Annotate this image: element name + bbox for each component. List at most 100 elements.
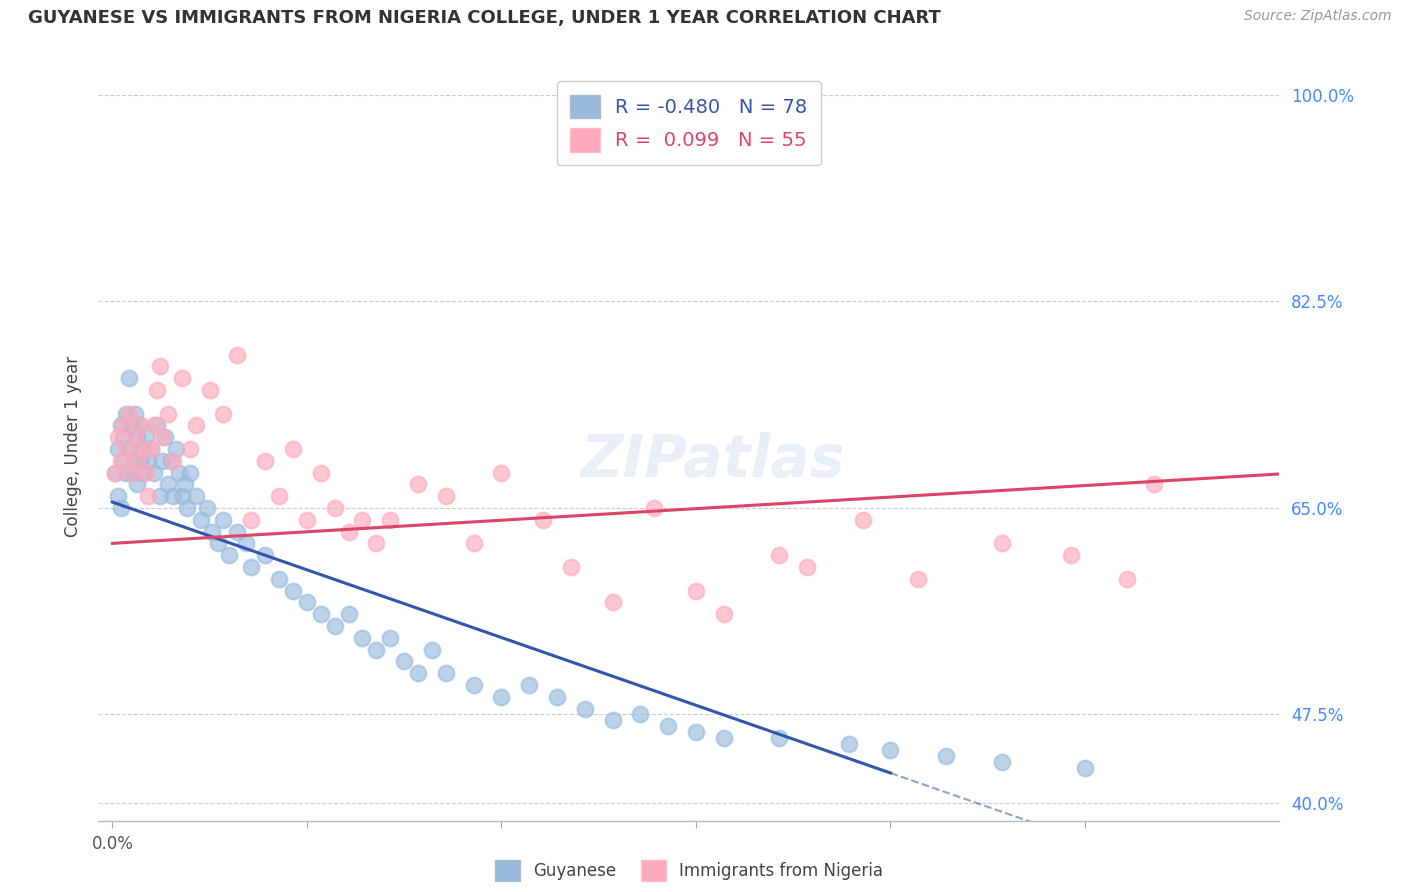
Point [323,500,346,515]
Point [159,454,181,468]
Point [531,513,554,527]
Point [184,489,207,503]
Point [146,418,169,433]
Point [201,524,224,539]
Point [138,489,160,503]
Point [150,430,173,444]
Point [135,466,157,480]
Point [240,513,263,527]
Point [121,418,143,433]
Point [153,430,176,444]
Point [226,347,249,361]
Point [434,666,457,681]
Point [392,654,415,668]
Point [337,607,360,622]
Point [907,572,929,586]
Point [546,690,568,704]
Point [150,454,173,468]
Point [990,536,1012,550]
Point [115,466,138,480]
Point [121,466,143,480]
Point [156,477,179,491]
Point [127,477,149,491]
Point [107,489,129,503]
Point [170,371,193,385]
Point [879,743,901,757]
Text: Source: ZipAtlas.com: Source: ZipAtlas.com [1244,9,1392,23]
Point [184,418,207,433]
Point [218,548,240,562]
Point [768,548,790,562]
Point [366,536,388,550]
Text: ZIPatlas: ZIPatlas [581,433,845,490]
Point [162,489,184,503]
Point [118,442,141,456]
Point [198,383,221,397]
Point [127,454,149,468]
Point [628,707,651,722]
Point [190,513,212,527]
Point [156,407,179,421]
Point [295,595,318,609]
Point [309,466,332,480]
Point [852,513,875,527]
Point [129,454,152,468]
Point [380,631,402,645]
Point [337,524,360,539]
Point [115,442,138,456]
Point [110,418,132,433]
Point [112,430,135,444]
Point [1060,548,1083,562]
Point [380,513,402,527]
Point [132,466,155,480]
Point [141,442,163,456]
Point [107,430,129,444]
Point [309,607,332,622]
Point [132,442,155,456]
Point [574,701,596,715]
Legend: Guyanese, Immigrants from Nigeria: Guyanese, Immigrants from Nigeria [488,854,890,888]
Point [212,407,235,421]
Point [212,513,235,527]
Point [796,560,818,574]
Point [463,536,485,550]
Point [713,607,735,622]
Point [132,442,155,456]
Point [491,690,513,704]
Point [118,407,141,421]
Point [165,442,187,456]
Point [138,454,160,468]
Point [491,466,513,480]
Point [112,418,135,433]
Point [768,731,790,745]
Point [110,454,132,468]
Point [352,631,374,645]
Point [179,442,201,456]
Text: GUYANESE VS IMMIGRANTS FROM NIGERIA COLLEGE, UNDER 1 YEAR CORRELATION CHART: GUYANESE VS IMMIGRANTS FROM NIGERIA COLL… [28,9,941,27]
Point [104,466,127,480]
Point [148,489,170,503]
Point [935,748,957,763]
Point [352,513,374,527]
Point [366,642,388,657]
Point [240,560,263,574]
Point [148,359,170,374]
Point [118,371,141,385]
Point [143,418,166,433]
Point [195,500,218,515]
Point [838,737,860,751]
Point [121,466,143,480]
Point [129,418,152,433]
Point [713,731,735,745]
Point [1143,477,1166,491]
Point [254,548,277,562]
Point [104,466,127,480]
Point [170,489,193,503]
Point [281,583,304,598]
Point [135,430,157,444]
Point [179,466,201,480]
Point [560,560,582,574]
Point [146,383,169,397]
Point [254,454,277,468]
Point [141,442,163,456]
